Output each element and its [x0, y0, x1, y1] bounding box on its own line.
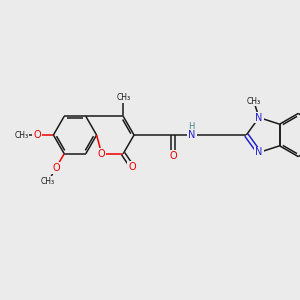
- Text: O: O: [169, 152, 177, 161]
- Text: N: N: [255, 112, 263, 122]
- Text: CH₃: CH₃: [247, 97, 261, 106]
- Text: CH₃: CH₃: [14, 130, 28, 140]
- Text: O: O: [52, 163, 60, 173]
- Text: CH₃: CH₃: [41, 177, 55, 186]
- Text: N: N: [255, 148, 263, 158]
- Text: CH₃: CH₃: [116, 93, 130, 102]
- Text: O: O: [33, 130, 41, 140]
- Text: N: N: [188, 130, 195, 140]
- Text: O: O: [128, 162, 136, 172]
- Text: H: H: [188, 122, 194, 131]
- Text: O: O: [98, 149, 105, 159]
